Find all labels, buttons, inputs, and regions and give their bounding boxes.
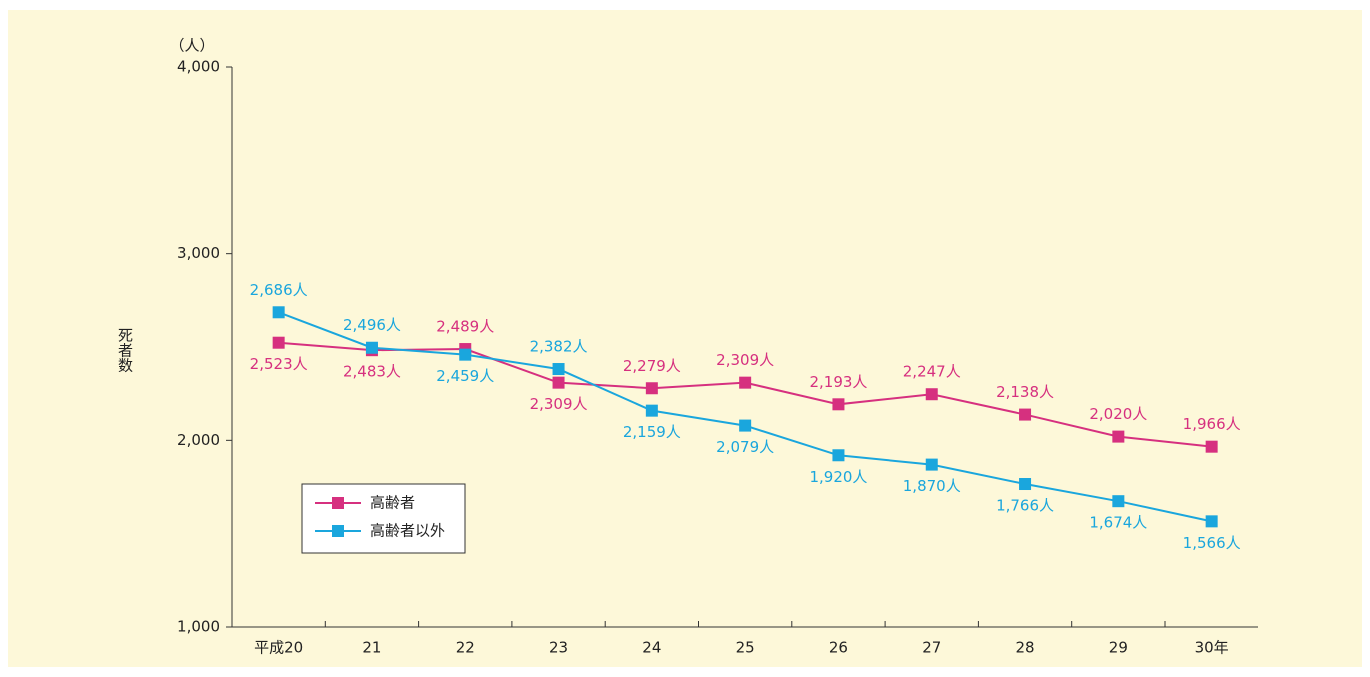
y-unit: （人） [169,37,214,55]
y-tick-label: 1,000 [177,618,220,636]
x-tick-label: 28 [1016,639,1035,657]
x-tick-label: 26 [829,639,848,657]
data-label: 1,920人 [809,468,867,486]
data-label: 2,382人 [530,338,588,356]
x-tick-label: 21 [362,639,381,657]
data-label: 2,686人 [250,281,308,299]
data-label: 1,674人 [1089,514,1147,532]
panel [8,10,1362,667]
data-label: 2,079人 [716,438,774,456]
marker [925,458,938,471]
data-label: 1,870人 [903,477,961,495]
data-label: 2,193人 [809,373,867,391]
marker [1205,440,1218,453]
marker [1112,430,1125,443]
marker [1019,408,1032,421]
data-label: 2,523人 [250,355,308,373]
marker [1205,515,1218,528]
data-label: 1,766人 [996,497,1054,515]
data-label: 2,279人 [623,357,681,375]
marker [1112,495,1125,508]
data-label: 2,247人 [903,363,961,381]
data-label: 2,489人 [436,318,494,336]
data-label: 1,566人 [1183,534,1241,552]
data-label: 2,496人 [343,316,401,334]
marker [272,336,285,349]
y-tick-label: 2,000 [177,431,220,449]
x-tick-label: 23 [549,639,568,657]
data-label: 2,309人 [530,395,588,413]
x-tick-label: 27 [922,639,941,657]
x-tick-label: 平成20 [254,639,303,657]
y-tick-label: 3,000 [177,244,220,262]
marker [459,348,472,361]
legend-label: 高齢者以外 [370,522,445,540]
marker [365,341,378,354]
marker [645,382,658,395]
x-tick-label: 25 [736,639,755,657]
legend-box [301,483,466,554]
data-label: 2,020人 [1089,405,1147,423]
legend-marker [332,497,344,509]
marker [645,404,658,417]
marker [1019,478,1032,491]
y-axis-label: 死者数 [116,328,134,373]
marker [832,398,845,411]
legend-marker [332,525,344,537]
x-tick-label: 30年 [1195,639,1229,657]
marker [739,376,752,389]
marker [552,363,565,376]
marker [832,449,845,462]
marker [925,388,938,401]
marker [739,419,752,432]
marker [272,306,285,319]
data-label: 2,159人 [623,423,681,441]
x-tick-label: 29 [1109,639,1128,657]
x-tick-label: 24 [642,639,661,657]
marker [552,376,565,389]
y-tick-label: 4,000 [177,58,220,76]
x-tick-label: 22 [456,639,475,657]
data-label: 1,966人 [1183,415,1241,433]
data-label: 2,459人 [436,367,494,385]
legend-label: 高齢者 [370,494,415,512]
data-label: 2,138人 [996,383,1054,401]
data-label: 2,309人 [716,351,774,369]
data-label: 2,483人 [343,363,401,381]
